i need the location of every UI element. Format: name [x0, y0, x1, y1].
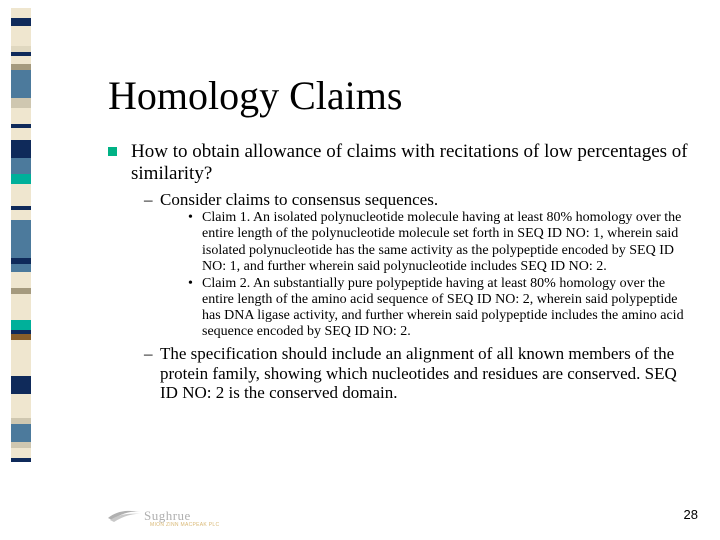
lvl2a-text: Consider claims to consensus sequences.: [160, 190, 438, 210]
sidebar-segment: [11, 340, 31, 376]
sidebar-segment: [11, 174, 31, 184]
dot-bullet-icon: •: [188, 210, 202, 274]
claim1-text: Claim 1. An isolated polynucleotide mole…: [202, 210, 688, 274]
logo-swoosh-icon: [106, 504, 146, 524]
sidebar-segment: [11, 448, 31, 458]
dash-bullet-icon: –: [144, 344, 160, 403]
sidebar-segment: [11, 158, 31, 174]
sidebar-segment: [11, 220, 31, 258]
sidebar-segment: [11, 376, 31, 394]
sidebar-segment: [11, 108, 31, 124]
claim2-text: Claim 2. An substantially pure polypepti…: [202, 276, 688, 340]
bullet-level-3: • Claim 1. An isolated polynucleotide mo…: [188, 210, 688, 274]
lvl1-text: How to obtain allowance of claims with r…: [131, 141, 688, 186]
lvl2b-text: The specification should include an alig…: [160, 344, 688, 403]
sidebar-segment: [11, 320, 31, 330]
bullet-level-1: How to obtain allowance of claims with r…: [108, 141, 688, 186]
sidebar-segment: [11, 394, 31, 418]
sidebar-segment: [11, 458, 31, 462]
sidebar-segment: [11, 184, 31, 206]
slide-title: Homology Claims: [108, 72, 688, 119]
bullet-level-3: • Claim 2. An substantially pure polypep…: [188, 276, 688, 340]
dot-bullet-icon: •: [188, 276, 202, 340]
sidebar-segment: [11, 128, 31, 140]
sidebar-segment: [11, 8, 31, 18]
sidebar-segment: [11, 210, 31, 220]
sidebar-segment: [11, 26, 31, 46]
sidebar-segment: [11, 18, 31, 26]
sidebar-segment: [11, 140, 31, 158]
logo-subtext: MION ZINN MACPEAK PLC: [150, 522, 219, 528]
sidebar-segment: [11, 264, 31, 272]
square-bullet-icon: [108, 147, 117, 156]
bullet-level-2: – Consider claims to consensus sequences…: [144, 190, 688, 210]
sidebar-segment: [11, 294, 31, 320]
bullet-level-2: – The specification should include an al…: [144, 344, 688, 403]
footer-logo: Sughrue: [106, 504, 191, 524]
sidebar-segment: [11, 98, 31, 108]
sidebar-segment: [11, 424, 31, 442]
slide-content: Homology Claims How to obtain allowance …: [108, 72, 688, 403]
sidebar-segment: [11, 70, 31, 98]
sidebar-segment: [11, 272, 31, 288]
decorative-sidebar: [11, 8, 31, 464]
page-number: 28: [684, 507, 698, 522]
sidebar-segment: [11, 56, 31, 64]
dash-bullet-icon: –: [144, 190, 160, 210]
